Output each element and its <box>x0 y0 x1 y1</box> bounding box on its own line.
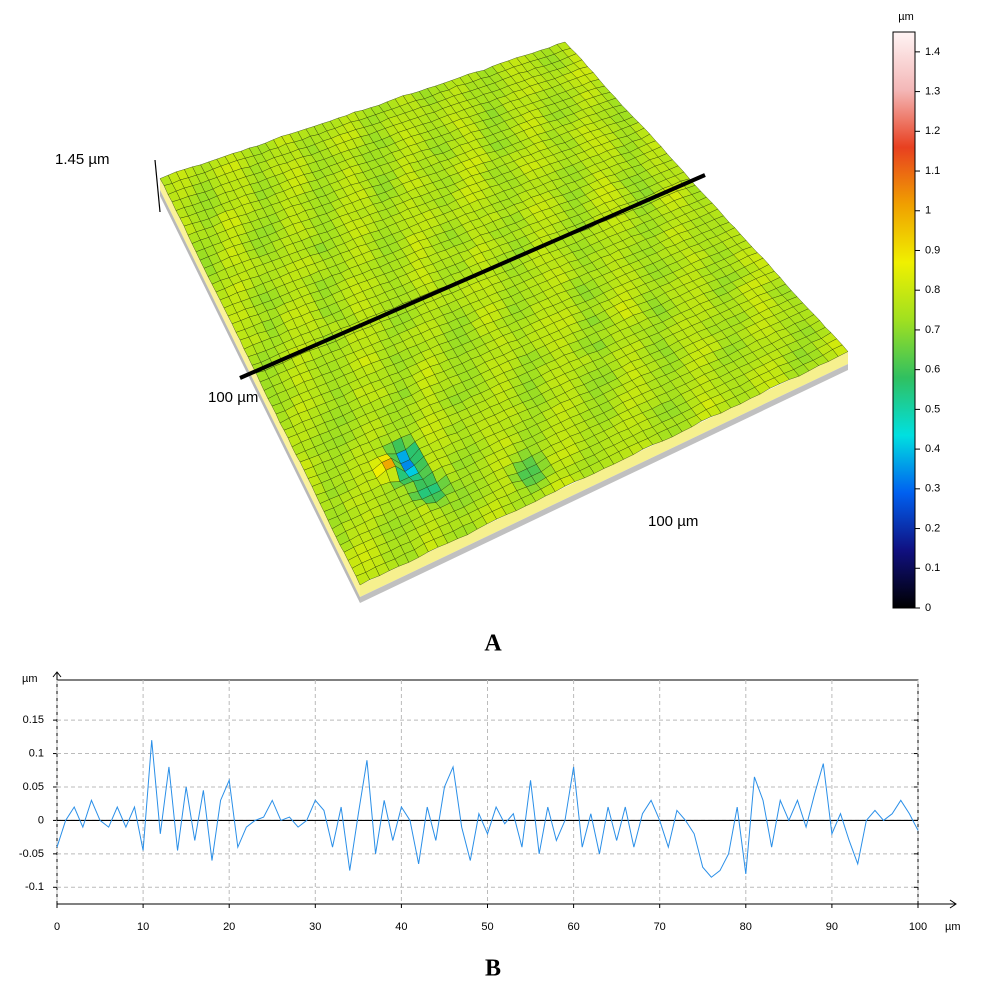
panel-label: A <box>484 631 502 657</box>
z-label: 1.45 µm <box>55 151 110 168</box>
y-axis-arrow <box>52 671 62 680</box>
y-tick-label: 0.1 <box>29 747 44 759</box>
colorbar-tick-label: 0.8 <box>925 284 940 296</box>
colorbar-unit: µm <box>898 11 914 23</box>
z-axis <box>154 159 161 213</box>
colorbar <box>892 31 916 609</box>
colorbar-tick-label: 1 <box>925 205 931 217</box>
y-tick-label: 0.05 <box>23 781 44 793</box>
y-tick-label: 0 <box>38 814 44 826</box>
surface-plot <box>159 41 849 603</box>
colorbar-tick-label: 0.5 <box>925 403 940 415</box>
y-unit: µm <box>22 673 38 685</box>
x-tick-label: 40 <box>395 921 407 933</box>
x-tick-label: 30 <box>309 921 321 933</box>
colorbar-tick-label: 0.3 <box>925 483 940 495</box>
colorbar-tick-label: 0 <box>925 602 931 614</box>
colorbar-tick-label: 1.4 <box>925 46 940 58</box>
x-tick-label: 0 <box>54 921 60 933</box>
colorbar-tick-label: 0.6 <box>925 364 940 376</box>
colorbar-tick-label: 0.4 <box>925 443 940 455</box>
x-label: 100 µm <box>208 389 258 406</box>
surface-cell <box>355 572 371 586</box>
colorbar-tick-label: 1.3 <box>925 85 940 97</box>
colorbar-tick-label: 1.1 <box>925 165 940 177</box>
x-axis-arrow <box>918 899 957 909</box>
x-tick-label: 10 <box>137 921 149 933</box>
profile-chart: -0.1 -0.05 0 0.05 0.1 0.15 0 10 20 30 40 50 60 70 80 90… <box>19 671 957 933</box>
x-tick-label: 100 <box>909 921 927 933</box>
profile <box>56 740 919 878</box>
x-unit: µm <box>945 921 961 933</box>
colorbar-tick-label: 0.7 <box>925 324 940 336</box>
x-tick-label: 90 <box>826 921 838 933</box>
colorbar-tick-label: 1.2 <box>925 125 940 137</box>
x-tick-label: 60 <box>567 921 579 933</box>
y-tick-label: -0.1 <box>25 881 44 893</box>
x-tick-label: 70 <box>654 921 666 933</box>
slab-side <box>160 178 360 597</box>
y-label: 100 µm <box>648 513 698 530</box>
colorbar-tick-label: 0.2 <box>925 522 940 534</box>
x-tick-label: 80 <box>740 921 752 933</box>
x-tick-label: 50 <box>481 921 493 933</box>
colorbar-tick-label: 0.9 <box>925 244 940 256</box>
slab-base <box>360 364 848 603</box>
y-tick-label: 0.15 <box>23 714 44 726</box>
slab-base <box>160 190 360 603</box>
slab-side <box>360 352 848 597</box>
colorbar-tick-label: 0.1 <box>925 562 940 574</box>
profile-line <box>239 173 706 380</box>
panel-label: B <box>485 956 501 982</box>
y-tick-label: -0.05 <box>19 848 44 860</box>
x-tick-label: 20 <box>223 921 235 933</box>
